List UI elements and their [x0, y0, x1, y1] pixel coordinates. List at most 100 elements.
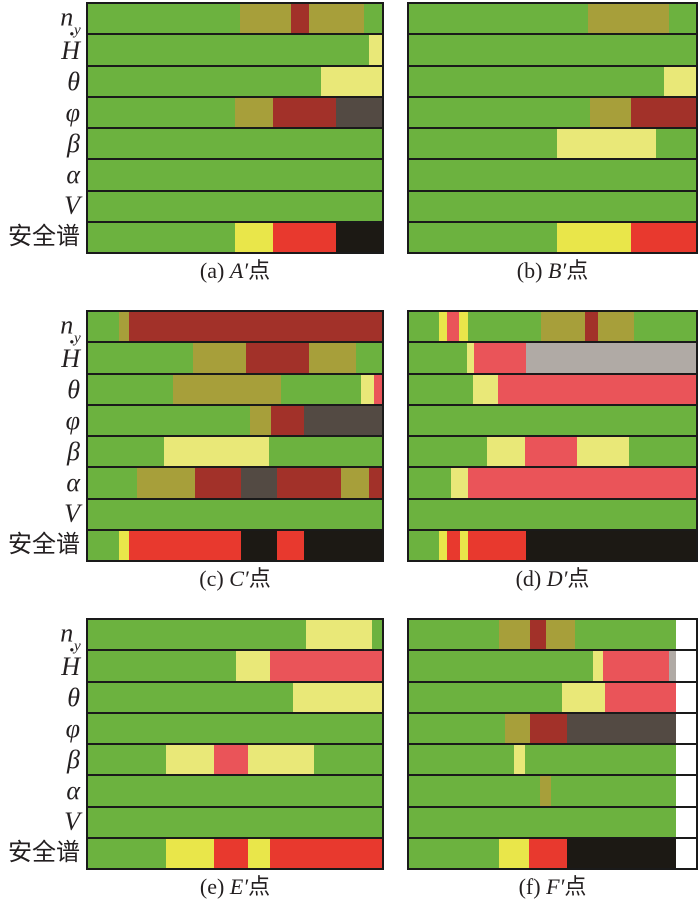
spectrum-row-ny: [409, 312, 696, 342]
spectrum-segment-green: [409, 530, 439, 560]
spectrum-segment-paleyellow: [593, 651, 603, 681]
spectrum-segment-green: [409, 405, 696, 435]
spectrum-segment-darkred: [128, 312, 382, 342]
spectrum-segment-paleyellow: [368, 35, 382, 65]
spectrum-row-v: [88, 497, 382, 529]
spectrum-segment-darkred: [529, 620, 547, 650]
spectrum-segment-green: [409, 66, 665, 96]
spectrum-segment-olive: [589, 97, 632, 127]
spectrum-row-phi: [409, 711, 696, 743]
spectrum-row-hdot: [409, 341, 696, 373]
spectrum-segment-black: [525, 530, 696, 560]
caption-letter: F′: [546, 874, 565, 899]
spectrum-segment-darkgray: [240, 468, 277, 498]
caption-suffix: 点: [567, 566, 590, 591]
spectrum-segment-green: [629, 437, 696, 467]
spectrum-segment-white: [675, 838, 696, 868]
spectrum-segment-darkgray: [566, 713, 676, 743]
spectrum-row-safety: [409, 836, 696, 868]
spectrum-row-v: [88, 805, 382, 837]
spectrum-segment-olive: [539, 776, 552, 806]
label-subscript: y: [74, 330, 81, 347]
row-label-hdot: H ·: [0, 640, 80, 680]
spectrum-segment-olive: [341, 468, 369, 498]
spectrum-segment-paleyellow: [361, 374, 375, 404]
row-label-v: V: [0, 192, 80, 219]
spectrum-row-ny: [88, 312, 382, 342]
spectrum-segment-darkred: [273, 97, 336, 127]
spectrum-row-alpha: [88, 158, 382, 190]
spectrum-segment-green: [88, 807, 382, 837]
spectrum-row-theta: [409, 372, 696, 404]
spectrum-row-phi: [409, 95, 696, 127]
spectrum-row-safety: [409, 220, 696, 252]
spectrum-segment-green: [269, 437, 382, 467]
spectrum-segment-green: [88, 222, 235, 252]
spectrum-segment-paleyellow: [473, 374, 498, 404]
spectrum-segment-olive: [137, 468, 195, 498]
spectrum-row-theta: [409, 680, 696, 712]
caption-letter: D′: [546, 566, 568, 591]
spectrum-segment-olive: [239, 4, 292, 34]
row-label-v: V: [0, 500, 80, 527]
spectrum-segment-olive: [309, 4, 364, 34]
caption-letter: E′: [229, 874, 249, 899]
spectrum-segment-salmon: [213, 745, 248, 775]
spectrum-segment-green: [656, 129, 696, 159]
spectrum-segment-green: [409, 374, 474, 404]
spectrum-row-v: [409, 497, 696, 529]
spectrum-segment-white: [675, 682, 696, 712]
label-symbol: β: [67, 436, 80, 466]
row-label-beta: β: [0, 436, 80, 466]
spectrum-segment-red: [446, 530, 461, 560]
spectrum-segment-green: [88, 838, 167, 868]
spectrum-segment-paleyellow: [556, 129, 657, 159]
spectrum-segment-green: [467, 312, 541, 342]
spectrum-segment-green: [88, 468, 138, 498]
spectrum-row-hdot: [409, 33, 696, 65]
spectrum-segment-green: [371, 620, 382, 650]
panel-caption-b: (b) B′点: [407, 258, 698, 284]
spectrum-row-theta: [409, 64, 696, 96]
spectrum-segment-olive: [308, 343, 356, 373]
label-symbol: V: [64, 806, 80, 836]
label-symbol: θ: [67, 374, 80, 404]
spectrum-row-theta: [88, 372, 382, 404]
dot-above-mark: ·: [68, 22, 76, 46]
caption-letter: A′: [229, 258, 249, 283]
spectrum-segment-darkred: [276, 468, 342, 498]
dot-above-mark: ·: [68, 330, 76, 354]
spectrum-segment-green: [409, 620, 500, 650]
spectrum-segment-green: [409, 343, 467, 373]
spectrum-row-beta: [409, 127, 696, 159]
spectrum-segment-white: [675, 713, 696, 743]
row-label-phi: φ: [0, 99, 80, 126]
spectrum-segment-yellow: [119, 530, 129, 560]
spectrum-segment-green: [409, 682, 562, 712]
spectrum-segment-green: [88, 374, 173, 404]
spectrum-segment-green: [409, 129, 557, 159]
spectrum-segment-paleyellow: [577, 437, 630, 467]
caption-letter: C′: [229, 566, 249, 591]
spectrum-segment-green: [88, 129, 382, 159]
spectrum-segment-green: [409, 776, 540, 806]
row-label-alpha: α: [0, 469, 80, 496]
spectrum-segment-red: [213, 838, 248, 868]
spectrum-segment-green: [88, 745, 167, 775]
spectrum-row-phi: [409, 403, 696, 435]
spectrum-row-hdot: [409, 649, 696, 681]
spectrum-segment-salmon: [269, 651, 382, 681]
spectrum-segment-salmon: [497, 374, 696, 404]
row-label-beta: β: [0, 130, 80, 157]
spectrum-segment-paleyellow: [450, 468, 469, 498]
spectrum-segment-black: [303, 530, 382, 560]
spectrum-row-beta: [409, 435, 696, 467]
spectrum-segment-green: [88, 682, 293, 712]
spectrum-segment-green: [575, 620, 676, 650]
spectrum-segment-green: [88, 191, 382, 221]
spectrum-segment-green: [88, 160, 382, 190]
spectrum-segment-salmon: [602, 651, 670, 681]
row-label-safety: 安全谱: [8, 531, 80, 558]
caption-index: (e): [199, 874, 230, 899]
spectrum-row-ny: [88, 4, 382, 34]
